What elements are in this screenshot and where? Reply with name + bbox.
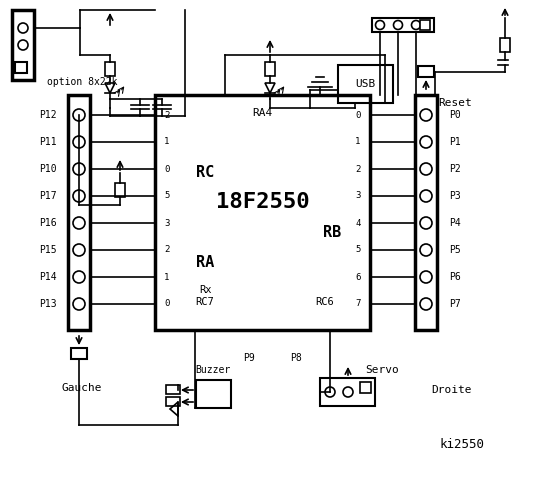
- Circle shape: [73, 217, 85, 229]
- Circle shape: [420, 271, 432, 283]
- Text: P1: P1: [449, 137, 461, 147]
- Circle shape: [73, 109, 85, 121]
- Text: P4: P4: [449, 218, 461, 228]
- Text: RC6: RC6: [316, 297, 335, 307]
- Bar: [71, 348, 87, 359]
- Bar: [420, 20, 430, 30]
- Text: 1: 1: [356, 137, 361, 146]
- Bar: [12, 10, 34, 80]
- Circle shape: [18, 23, 28, 33]
- Text: P6: P6: [449, 272, 461, 282]
- Circle shape: [375, 21, 384, 29]
- Text: Buzzer: Buzzer: [195, 365, 231, 375]
- Circle shape: [325, 387, 335, 397]
- Circle shape: [420, 217, 432, 229]
- Bar: [265, 62, 275, 76]
- Text: P8: P8: [290, 353, 302, 363]
- Text: P12: P12: [39, 110, 57, 120]
- Text: P15: P15: [39, 245, 57, 255]
- Circle shape: [420, 190, 432, 202]
- Circle shape: [73, 163, 85, 175]
- Text: RC: RC: [196, 165, 214, 180]
- Circle shape: [394, 21, 403, 29]
- Text: 5: 5: [356, 245, 361, 254]
- Text: 6: 6: [356, 273, 361, 281]
- Bar: [15, 62, 27, 73]
- Circle shape: [420, 298, 432, 310]
- Text: USB: USB: [355, 79, 375, 89]
- Text: 3: 3: [356, 192, 361, 201]
- Text: 2: 2: [164, 245, 170, 254]
- Text: P0: P0: [449, 110, 461, 120]
- Circle shape: [73, 244, 85, 256]
- Text: 1: 1: [164, 273, 170, 281]
- Text: ki2550: ki2550: [440, 439, 484, 452]
- Circle shape: [420, 136, 432, 148]
- Text: 0: 0: [356, 110, 361, 120]
- Text: 1: 1: [164, 137, 170, 146]
- Text: 2: 2: [356, 165, 361, 173]
- Circle shape: [73, 271, 85, 283]
- Text: P5: P5: [449, 245, 461, 255]
- Text: P2: P2: [449, 164, 461, 174]
- Bar: [196, 380, 231, 408]
- Text: Rx: Rx: [199, 285, 211, 295]
- Bar: [338, 65, 393, 103]
- Text: 7: 7: [356, 300, 361, 309]
- Text: RB: RB: [323, 225, 341, 240]
- Text: Gauche: Gauche: [62, 383, 102, 393]
- Circle shape: [73, 190, 85, 202]
- Text: 2: 2: [164, 110, 170, 120]
- Text: P7: P7: [449, 299, 461, 309]
- Text: 18F2550: 18F2550: [216, 192, 309, 213]
- Text: P3: P3: [449, 191, 461, 201]
- Bar: [418, 66, 434, 77]
- Circle shape: [420, 244, 432, 256]
- Circle shape: [420, 163, 432, 175]
- Text: 5: 5: [164, 192, 170, 201]
- Text: option 8x22k: option 8x22k: [47, 77, 117, 87]
- Bar: [360, 382, 371, 393]
- Text: Reset: Reset: [438, 98, 472, 108]
- Circle shape: [420, 109, 432, 121]
- Text: 3: 3: [164, 218, 170, 228]
- Text: P13: P13: [39, 299, 57, 309]
- Text: P16: P16: [39, 218, 57, 228]
- Bar: [166, 397, 180, 406]
- Text: Servo: Servo: [365, 365, 399, 375]
- Bar: [320, 378, 375, 406]
- Circle shape: [411, 21, 420, 29]
- Bar: [155, 95, 370, 330]
- Text: P17: P17: [39, 191, 57, 201]
- Bar: [166, 385, 180, 394]
- Bar: [115, 183, 125, 197]
- Bar: [500, 38, 510, 52]
- Text: P11: P11: [39, 137, 57, 147]
- Circle shape: [73, 298, 85, 310]
- Text: RC7: RC7: [196, 297, 215, 307]
- Bar: [415, 95, 437, 330]
- Text: 0: 0: [164, 165, 170, 173]
- Text: P14: P14: [39, 272, 57, 282]
- Circle shape: [73, 136, 85, 148]
- Text: RA: RA: [196, 255, 214, 270]
- Text: RA4: RA4: [252, 108, 273, 118]
- Text: 0: 0: [164, 300, 170, 309]
- Text: P9: P9: [243, 353, 255, 363]
- Text: Droite: Droite: [432, 385, 472, 395]
- Text: P10: P10: [39, 164, 57, 174]
- Bar: [105, 62, 115, 76]
- Text: 4: 4: [356, 218, 361, 228]
- Circle shape: [343, 387, 353, 397]
- Bar: [372, 18, 434, 32]
- Bar: [68, 95, 90, 330]
- Circle shape: [18, 40, 28, 50]
